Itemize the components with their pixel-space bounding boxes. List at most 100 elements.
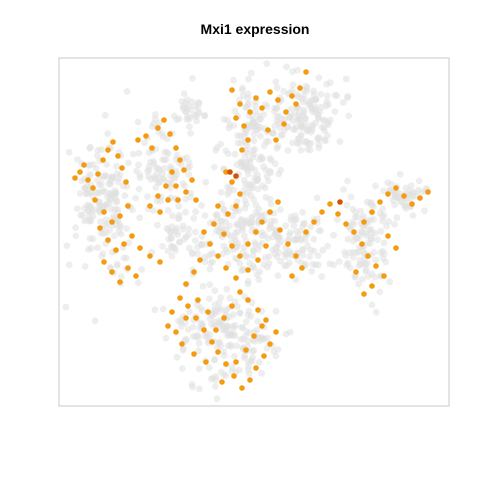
expressing-cell-point [197, 257, 203, 263]
background-cell-point [224, 183, 232, 191]
background-cell-point [277, 131, 285, 139]
background-cell-point [255, 112, 262, 120]
background-cell-point [192, 208, 200, 216]
background-cell-point [101, 111, 109, 119]
background-cell-point [380, 239, 388, 247]
background-cell-point [245, 370, 253, 378]
background-cell-point [245, 75, 252, 83]
background-cell-point [98, 180, 105, 188]
background-cell-point [287, 112, 295, 119]
background-cell-point [87, 171, 94, 178]
background-cell-point [315, 261, 322, 269]
background-cell-point [102, 172, 109, 179]
background-cell-point [319, 246, 327, 254]
background-cell-point [253, 176, 261, 184]
background-cell-point [313, 194, 321, 202]
background-cell-point [222, 218, 230, 226]
background-cell-point [178, 323, 186, 330]
background-cell-point [259, 182, 266, 190]
background-cell-point [179, 225, 187, 233]
background-cell-point [186, 123, 193, 130]
background-cell-point [293, 216, 300, 224]
background-cell-point [136, 214, 144, 222]
background-cell-point [181, 336, 189, 344]
background-cell-point [155, 179, 163, 187]
high-expressing-cells [227, 169, 343, 205]
background-cell-point [263, 172, 271, 180]
background-cell-point [364, 239, 372, 247]
background-cell-point [386, 278, 394, 286]
background-cell-point [352, 213, 359, 221]
background-cell-point [81, 263, 89, 270]
expressing-cell-point [163, 183, 169, 189]
background-cell-point [238, 224, 246, 232]
background-cell-point [288, 86, 296, 94]
expressing-cell-point [229, 87, 235, 93]
background-cell-point [274, 142, 282, 150]
background-cell-point [98, 253, 106, 260]
background-cell-point [151, 115, 159, 123]
background-cell-point [243, 142, 251, 149]
expressing-cell-point [289, 273, 295, 279]
expressing-cell-point [263, 243, 269, 249]
expressing-cell-point [327, 201, 333, 207]
background-cell-point [223, 248, 231, 256]
background-cell-point [372, 182, 379, 190]
background-cell-point [186, 308, 193, 316]
background-cell-point [277, 166, 285, 174]
background-cell-point [241, 332, 249, 340]
background-cell-point [318, 123, 326, 131]
background-cell-point [324, 92, 331, 100]
background-cell-point [356, 256, 364, 264]
expressing-cell-point [179, 341, 185, 347]
background-cell-point [189, 383, 196, 391]
background-cell-point [208, 312, 216, 320]
background-cell-point [211, 287, 219, 295]
background-cell-point [189, 74, 196, 82]
background-cell-point [129, 150, 137, 158]
expressing-cell-point [237, 289, 243, 295]
background-cell-point [125, 239, 133, 247]
background-cell-point [159, 305, 167, 313]
background-cell-point [315, 134, 323, 141]
expressing-cell-point [373, 263, 379, 269]
background-cell-point [376, 288, 384, 296]
background-cell-point [113, 262, 121, 269]
background-cell-point [206, 265, 214, 273]
background-cell-point [251, 145, 259, 153]
background-cell-point [267, 223, 275, 231]
background-cell-point [86, 235, 94, 242]
expressing-cell-point [369, 283, 375, 289]
background-cell-point [84, 207, 92, 215]
background-cell-point [91, 317, 99, 325]
expressing-cell-point [105, 237, 111, 243]
expressing-cell-point [183, 281, 189, 287]
expressing-cell-point [85, 177, 91, 183]
expressing-cell-point [209, 339, 215, 345]
background-cell-point [318, 273, 326, 280]
expressing-cell-point [283, 109, 289, 115]
high-expressing-cell-point [233, 173, 239, 179]
expressing-cell-point [191, 269, 197, 275]
background-cell-point [194, 250, 202, 258]
expressing-cell-point [361, 291, 367, 297]
expressing-cell-point [169, 309, 175, 315]
background-cell-point [252, 201, 260, 209]
background-cell-point [357, 207, 364, 215]
background-cell-point [215, 228, 223, 236]
expressing-cell-point [213, 327, 219, 333]
background-cell-point [346, 264, 354, 272]
background-cell-point [193, 301, 201, 309]
expressing-cell-point [381, 273, 387, 279]
plot-frame [58, 57, 450, 407]
background-cell-point [97, 218, 104, 226]
expressing-cell-point [169, 169, 175, 175]
background-cell-point [231, 298, 239, 306]
expressing-cell-point [233, 115, 239, 121]
background-cell-point [367, 225, 375, 233]
expressing-cell-point [293, 253, 299, 259]
expressing-cell-point [109, 219, 115, 225]
background-cell-point [250, 123, 258, 131]
expressing-cell-point [259, 323, 265, 329]
background-cell-point [260, 142, 268, 150]
